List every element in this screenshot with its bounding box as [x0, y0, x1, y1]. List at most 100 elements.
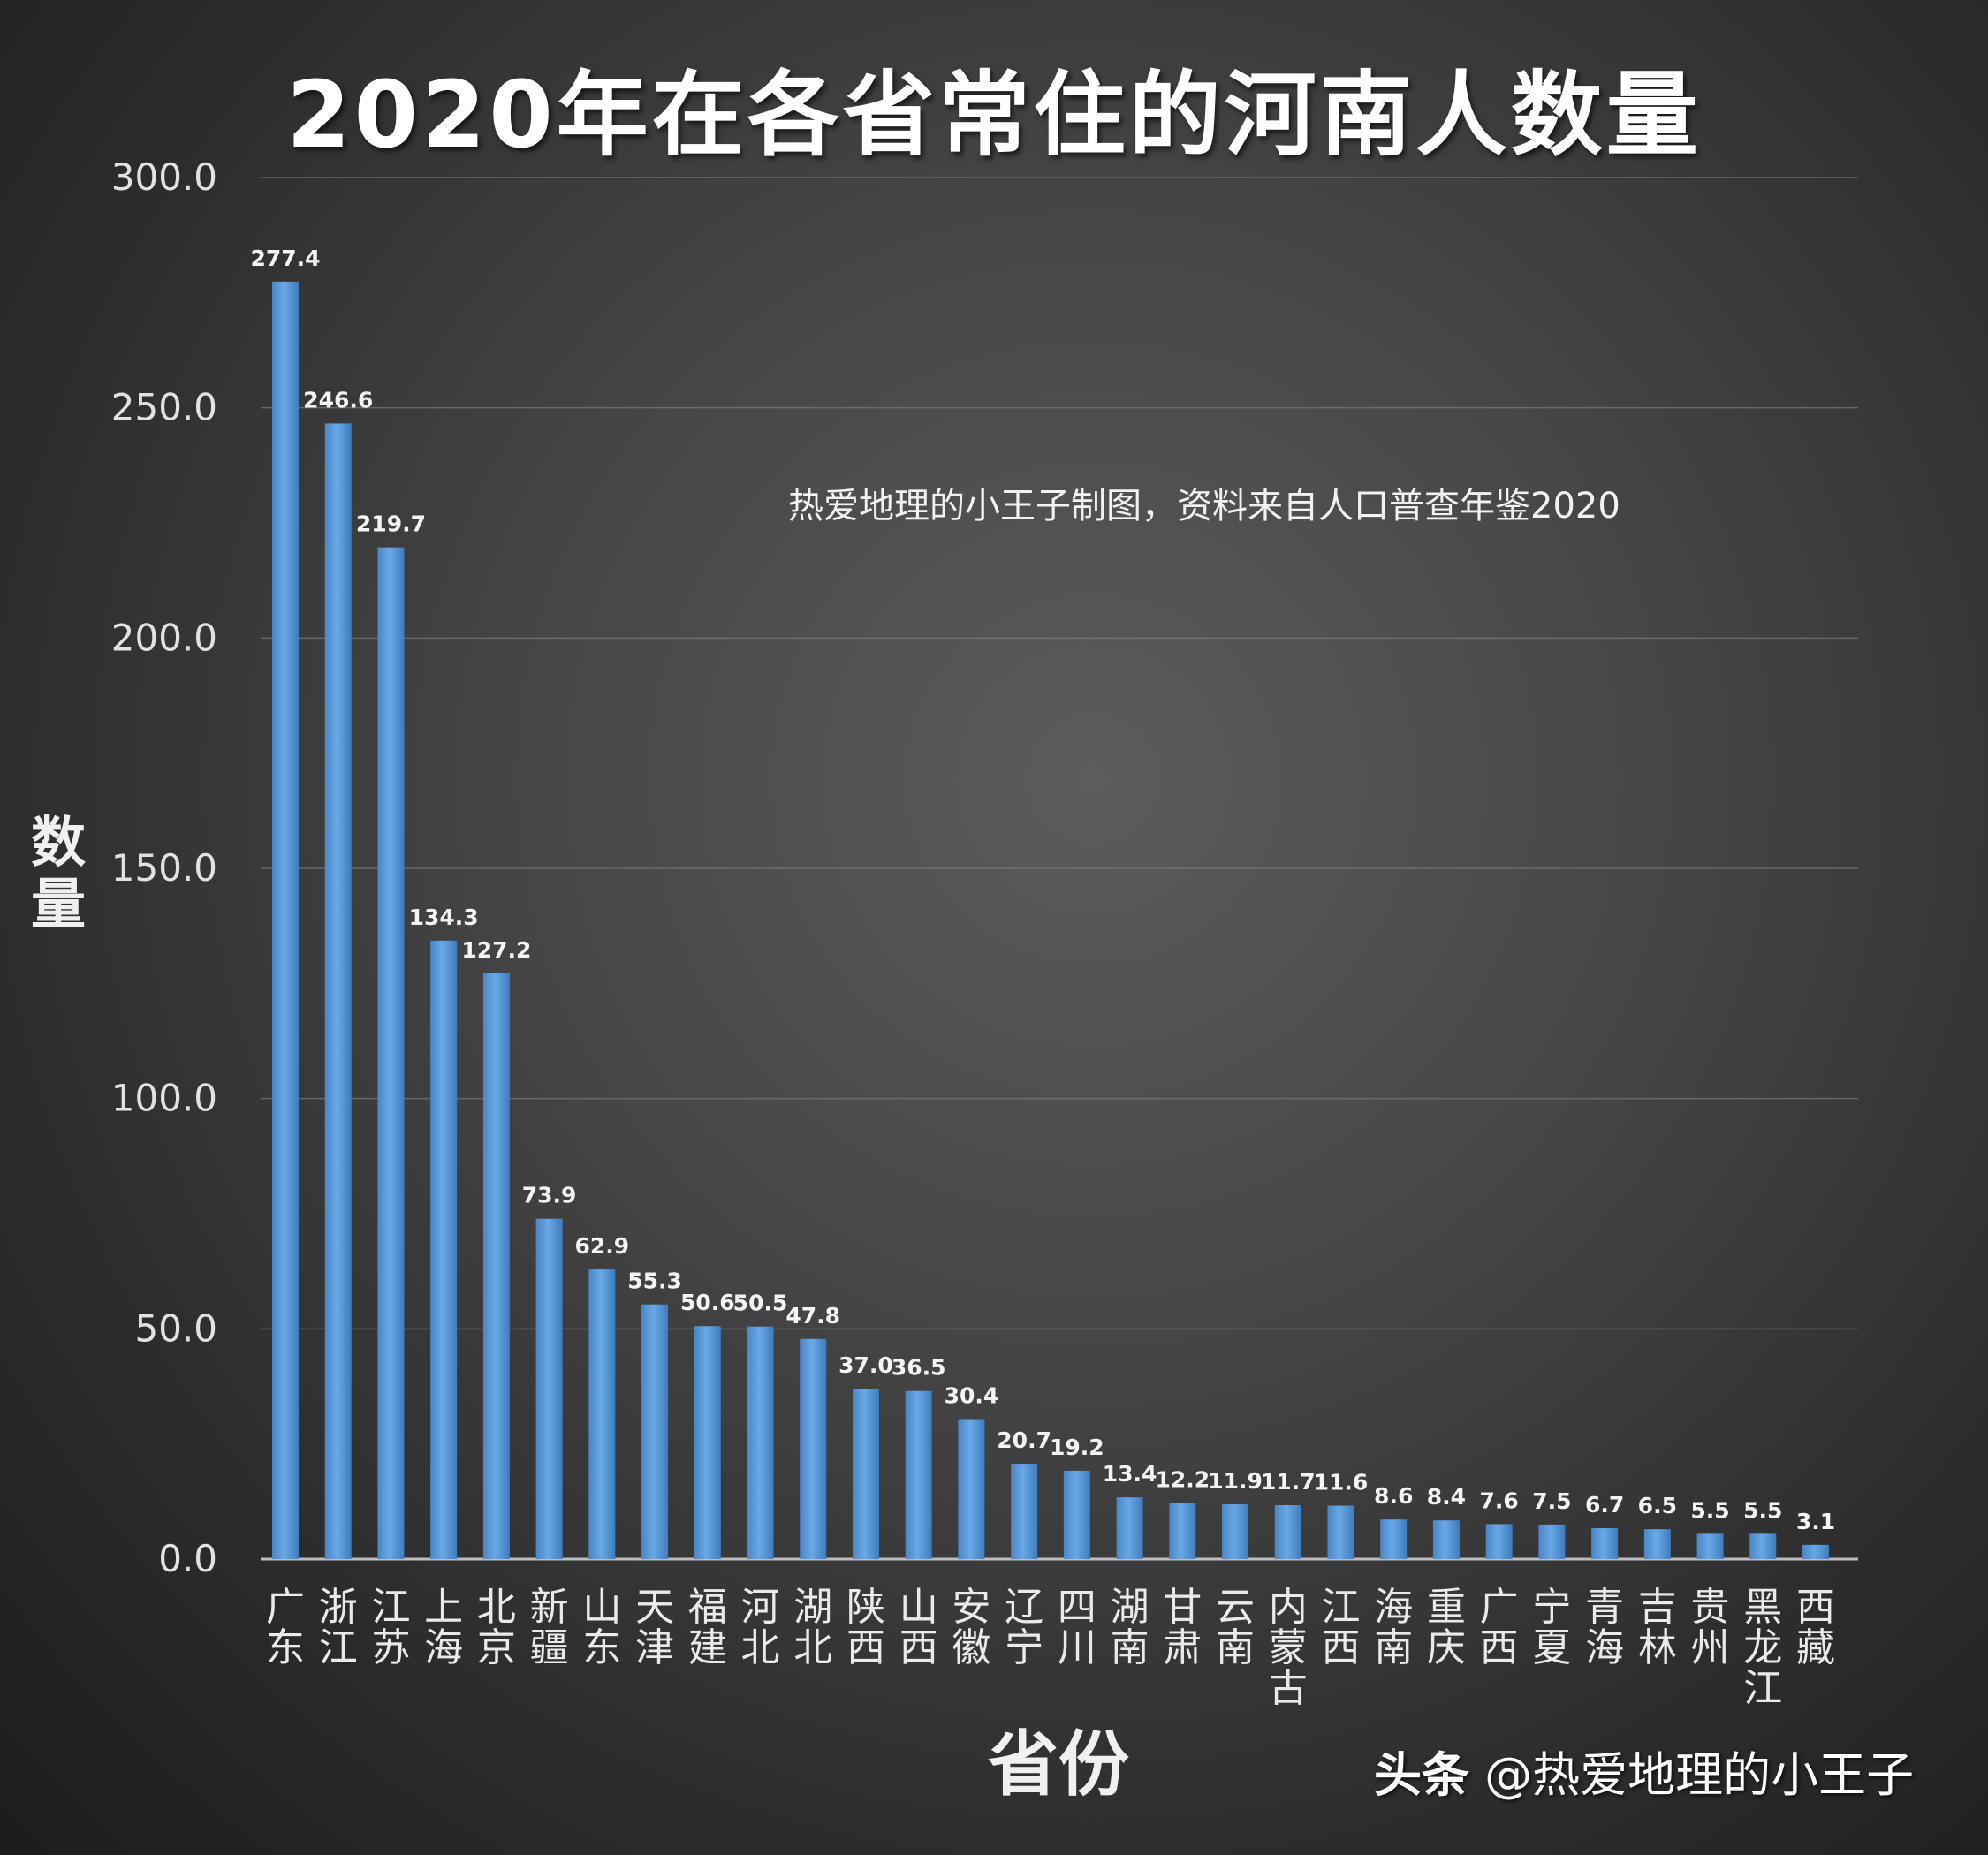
bar: [1380, 1519, 1408, 1559]
data-label: 19.2: [1050, 1435, 1104, 1460]
bar: [1538, 1524, 1566, 1559]
data-label: 127.2: [461, 937, 531, 963]
bar: [905, 1390, 932, 1559]
x-category-label: 四川: [1058, 1585, 1096, 1670]
data-label: 6.7: [1585, 1492, 1624, 1518]
x-category-label: 湖南: [1111, 1585, 1150, 1670]
x-category-label: 宁夏: [1532, 1585, 1571, 1670]
bar: [1749, 1533, 1777, 1559]
bar: [430, 940, 458, 1559]
bar: [852, 1389, 879, 1559]
data-label: 30.4: [945, 1383, 999, 1409]
watermark-handle: @热爱地理的小王子: [1484, 1747, 1915, 1803]
data-label: 55.3: [627, 1268, 682, 1294]
bar: [377, 547, 405, 1560]
x-category-label: 陕西: [846, 1585, 885, 1670]
bar: [1222, 1503, 1249, 1559]
x-category-label: 浙江: [319, 1585, 358, 1670]
x-category-label: 海南: [1374, 1585, 1413, 1670]
x-category-label: 安徽: [952, 1585, 990, 1670]
bar: [482, 973, 510, 1559]
data-label: 8.6: [1374, 1483, 1413, 1509]
bar: [1696, 1533, 1724, 1559]
data-label: 7.6: [1480, 1488, 1519, 1513]
x-category-label: 江西: [1321, 1585, 1360, 1670]
data-label: 20.7: [997, 1427, 1051, 1453]
data-label: 277.4: [250, 246, 320, 271]
y-tick-label: 300.0: [111, 155, 217, 199]
bar: [1802, 1544, 1829, 1559]
x-category-label: 甘肃: [1163, 1585, 1202, 1670]
x-category-label: 河北: [741, 1585, 780, 1670]
x-category-label: 新疆: [530, 1585, 569, 1670]
bar: [1643, 1529, 1671, 1559]
bar: [1169, 1503, 1196, 1559]
x-category-label: 贵州: [1691, 1585, 1730, 1670]
data-label: 11.7: [1261, 1469, 1316, 1495]
x-category-label: 山东: [582, 1585, 621, 1670]
x-category-label: 山西: [899, 1585, 938, 1670]
bar: [958, 1419, 985, 1559]
bar: [1591, 1528, 1619, 1559]
x-category-label: 湖北: [793, 1585, 832, 1670]
bar: [1274, 1505, 1301, 1559]
x-category-label: 内蒙古: [1269, 1585, 1308, 1711]
data-label: 7.5: [1532, 1488, 1571, 1514]
bar: [1432, 1520, 1460, 1559]
data-label: 219.7: [356, 511, 426, 537]
data-label: 37.0: [838, 1352, 893, 1378]
bar: [588, 1269, 616, 1559]
x-category-label: 广东: [266, 1585, 305, 1670]
data-label: 8.4: [1427, 1484, 1466, 1510]
bar: [747, 1326, 774, 1559]
bar: [324, 423, 352, 1560]
chart-title: 2020年在各省常住的河南人数量: [286, 61, 1702, 169]
bar: [272, 281, 299, 1560]
data-label: 36.5: [892, 1355, 946, 1381]
bar: [1327, 1505, 1354, 1559]
data-label: 62.9: [575, 1233, 630, 1259]
x-category-label: 西藏: [1796, 1585, 1835, 1670]
y-tick-label: 0.0: [158, 1537, 217, 1580]
x-category-label: 吉林: [1638, 1585, 1677, 1670]
x-category-label: 重庆: [1427, 1585, 1466, 1670]
y-tick-label: 100.0: [111, 1077, 217, 1120]
data-label: 50.6: [680, 1290, 735, 1315]
data-label: 11.9: [1208, 1468, 1263, 1494]
bar: [1011, 1464, 1038, 1559]
y-axis-ticks: 0.0 50.0 100.0 150.0 200.0 250.0 300.0: [111, 155, 217, 1580]
data-label: 73.9: [522, 1183, 577, 1208]
bar: [641, 1304, 669, 1559]
x-category-label: 上海: [424, 1585, 463, 1670]
bar: [1116, 1497, 1143, 1559]
bars: [272, 281, 1829, 1560]
x-category-label: 江苏: [371, 1585, 410, 1670]
source-annotation: 热爱地理的小王子制图，资料来自人口普查年鉴2020: [788, 486, 1620, 526]
x-category-label: 辽宁: [1005, 1585, 1043, 1670]
data-label: 47.8: [785, 1303, 840, 1329]
data-label: 5.5: [1690, 1497, 1729, 1523]
x-axis-title: 省份: [988, 1723, 1129, 1806]
bar: [800, 1338, 827, 1559]
y-axis-title: 数量: [31, 810, 86, 936]
data-label: 13.4: [1103, 1461, 1157, 1487]
x-category-label: 福建: [688, 1585, 727, 1670]
data-label: 12.2: [1155, 1466, 1210, 1492]
x-category-label: 青海: [1585, 1585, 1624, 1670]
bar: [1485, 1524, 1513, 1559]
x-category-label: 黑龙江: [1743, 1585, 1782, 1711]
x-category-label: 云南: [1216, 1585, 1255, 1670]
x-category-label: 广西: [1480, 1585, 1519, 1670]
data-label: 134.3: [409, 905, 479, 930]
x-axis-categories: 广东浙江江苏上海北京新疆山东天津福建河北湖北陕西山西安徽辽宁四川湖南甘肃云南内蒙…: [266, 1585, 1835, 1711]
data-label: 246.6: [303, 387, 373, 413]
data-label: 6.5: [1638, 1493, 1677, 1518]
data-label: 11.6: [1314, 1470, 1369, 1495]
y-tick-label: 250.0: [111, 386, 217, 429]
watermark: 头条 @热爱地理的小王子: [1374, 1736, 1914, 1806]
watermark-brand: 头条: [1374, 1747, 1469, 1803]
data-label: 5.5: [1743, 1497, 1782, 1523]
bar: [694, 1326, 721, 1559]
